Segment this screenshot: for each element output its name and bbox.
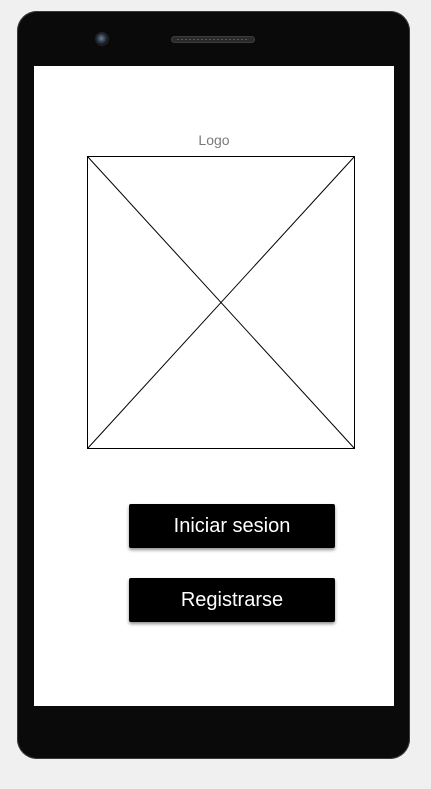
login-button[interactable]: Iniciar sesion <box>129 504 335 548</box>
logo-placeholder <box>87 156 355 449</box>
image-placeholder-icon <box>87 156 355 449</box>
logo-label: Logo <box>198 132 230 148</box>
phone-frame: Logo Iniciar sesion Registrarse <box>17 11 410 759</box>
front-camera-icon <box>96 33 108 45</box>
app-screen: Logo Iniciar sesion Registrarse <box>34 66 394 706</box>
speaker-grille <box>171 36 255 43</box>
register-button[interactable]: Registrarse <box>129 578 335 622</box>
